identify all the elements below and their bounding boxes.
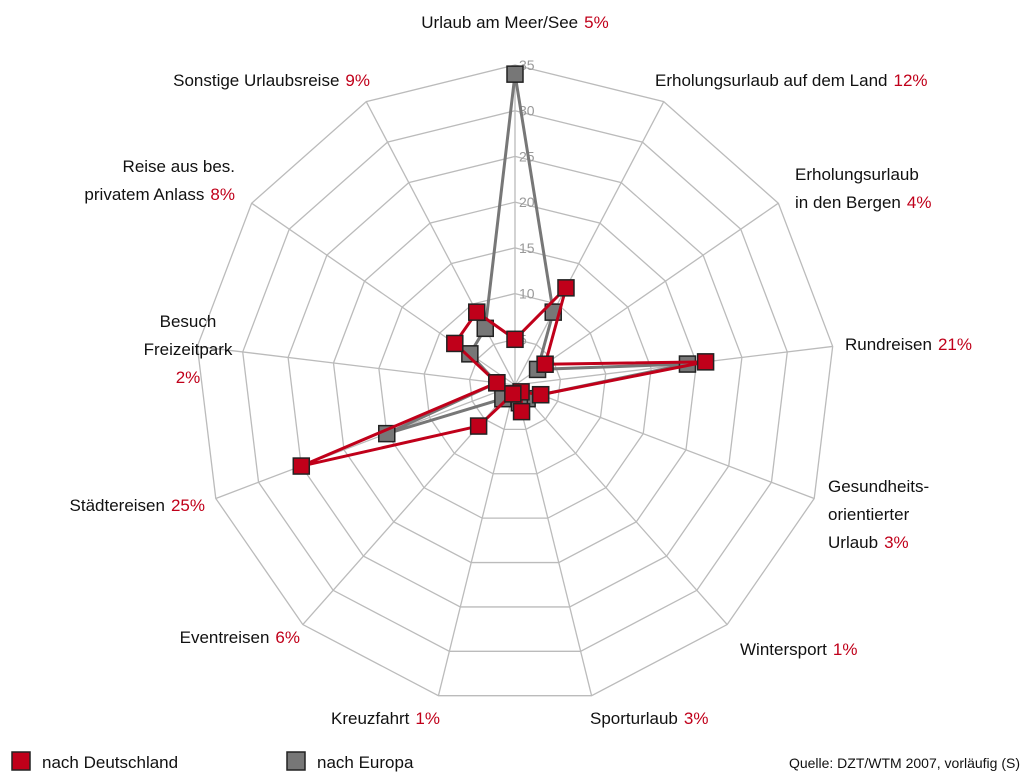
spoke bbox=[197, 345, 516, 386]
category-name: Wintersport bbox=[740, 640, 827, 659]
category-line: in den Bergen bbox=[795, 193, 901, 212]
percent-label: 2% bbox=[176, 368, 201, 387]
spoke bbox=[514, 384, 593, 696]
percent-label: 1% bbox=[833, 640, 858, 659]
category-label: Besuch Freizeitpark 2% bbox=[144, 312, 233, 387]
marker bbox=[557, 279, 575, 297]
category-line: Städtereisen bbox=[70, 496, 165, 515]
spoke bbox=[215, 384, 516, 500]
category-name: Reise aus bes. privatem Anlass bbox=[84, 157, 235, 204]
category-name: Städtereisen bbox=[70, 496, 165, 515]
spoke bbox=[437, 384, 516, 696]
category-label: Urlaub am Meer/See 5% bbox=[421, 13, 608, 32]
category-name: Erholungsurlaub auf dem Land bbox=[655, 71, 888, 90]
category-name: Besuch Freizeitpark bbox=[144, 312, 233, 359]
percent-label: 9% bbox=[345, 71, 370, 90]
grid-ring bbox=[287, 155, 743, 608]
category-line: Eventreisen bbox=[180, 628, 270, 647]
spoke bbox=[514, 101, 665, 386]
category-line: Gesundheits- bbox=[828, 477, 929, 496]
category-name: Kreuzfahrt bbox=[331, 709, 410, 728]
category-name: Eventreisen bbox=[180, 628, 270, 647]
category-line: Wintersport bbox=[740, 640, 827, 659]
marker bbox=[446, 334, 464, 353]
category-name: Erholungsurlaub in den Bergen bbox=[795, 165, 919, 212]
legend-label: nach Deutschland bbox=[42, 753, 178, 772]
category-line: Sonstige Urlaubsreise bbox=[173, 71, 339, 90]
category-label: Sporturlaub 3% bbox=[590, 709, 708, 728]
category-label: Wintersport 1% bbox=[740, 640, 858, 659]
category-line: Reise aus bes. bbox=[123, 157, 235, 176]
grid-ring bbox=[242, 110, 788, 652]
category-line: Urlaub am Meer/See bbox=[421, 13, 578, 32]
category-label: Erholungsurlaub auf dem Land 12% bbox=[655, 71, 928, 90]
category-line: Erholungsurlaub auf dem Land bbox=[655, 71, 888, 90]
marker bbox=[468, 303, 486, 321]
percent-label: 3% bbox=[884, 533, 909, 552]
marker bbox=[531, 385, 550, 404]
percent-label: 12% bbox=[894, 71, 928, 90]
category-line: Kreuzfahrt bbox=[331, 709, 410, 728]
category-line: Sporturlaub bbox=[590, 709, 678, 728]
category-label: Städtereisen 25% bbox=[70, 496, 205, 515]
spoke bbox=[514, 202, 779, 386]
percent-label: 25% bbox=[171, 496, 205, 515]
category-label: Reise aus bes. privatem Anlass 8% bbox=[84, 157, 235, 204]
percent-label: 8% bbox=[210, 185, 235, 204]
percent-label: 5% bbox=[584, 13, 609, 32]
legend-label: nach Europa bbox=[317, 753, 414, 772]
percent-label: 1% bbox=[415, 709, 440, 728]
grid-ring bbox=[423, 292, 607, 475]
spoke bbox=[514, 384, 728, 625]
percent-label: 21% bbox=[938, 335, 972, 354]
category-line: Erholungsurlaub bbox=[795, 165, 919, 184]
marker bbox=[488, 374, 506, 392]
category-label: Eventreisen 6% bbox=[180, 628, 300, 647]
marker bbox=[506, 65, 524, 83]
category-line: privatem Anlass bbox=[84, 185, 204, 204]
source: Quelle: DZT/WTM 2007, vorläufig (S) bbox=[789, 755, 1020, 771]
category-line: Urlaub bbox=[828, 533, 878, 552]
tick-label: 20 bbox=[519, 194, 535, 210]
marker bbox=[292, 457, 311, 475]
grid-ring bbox=[196, 64, 834, 697]
grid-ring bbox=[332, 201, 698, 564]
category-line: Rundreisen bbox=[845, 335, 932, 354]
marker bbox=[469, 417, 488, 435]
spoke bbox=[514, 384, 815, 500]
category-name: Urlaub am Meer/See bbox=[421, 13, 578, 32]
legend-swatch bbox=[11, 751, 31, 771]
category-name: Sporturlaub bbox=[590, 709, 678, 728]
legend-swatch bbox=[286, 751, 306, 771]
spoke bbox=[365, 101, 516, 386]
marker bbox=[504, 385, 522, 403]
category-label: Sonstige Urlaubsreise 9% bbox=[173, 71, 370, 90]
grid-ring bbox=[378, 247, 652, 519]
category-line: Besuch bbox=[160, 312, 217, 331]
category-name: Gesundheits-orientierter Urlaub bbox=[828, 477, 929, 552]
category-label: Rundreisen 21% bbox=[845, 335, 972, 354]
category-label: Kreuzfahrt 1% bbox=[331, 709, 440, 728]
percent-label: 3% bbox=[684, 709, 709, 728]
marker bbox=[536, 355, 554, 373]
tick-label: 10 bbox=[519, 286, 535, 302]
marker bbox=[696, 353, 715, 371]
marker bbox=[506, 330, 524, 349]
category-line: orientierter bbox=[828, 505, 910, 524]
category-label: Gesundheits-orientierter Urlaub 3% bbox=[828, 477, 929, 552]
category-name: Sonstige Urlaubsreise bbox=[173, 71, 339, 90]
category-label: Erholungsurlaub in den Bergen 4% bbox=[795, 165, 931, 212]
category-line: Freizeitpark bbox=[144, 340, 233, 359]
marker bbox=[461, 345, 479, 363]
percent-label: 4% bbox=[907, 193, 932, 212]
category-name: Rundreisen bbox=[845, 335, 932, 354]
percent-label: 6% bbox=[275, 628, 300, 647]
marker bbox=[512, 402, 531, 421]
tick-label: 15 bbox=[519, 240, 535, 256]
